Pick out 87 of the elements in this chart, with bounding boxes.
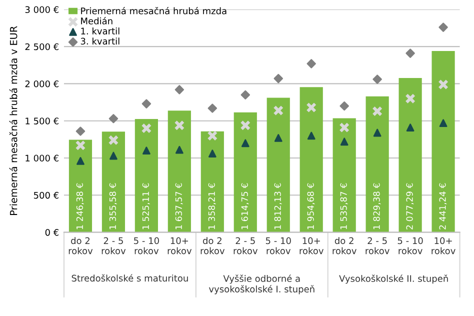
y-tick-label: 1 000 € [26, 154, 59, 162]
x-tick-label: 5 - 10 rokov [266, 237, 291, 254]
bar [200, 131, 224, 232]
x-tick-label: 2 - 5 rokov [234, 237, 258, 254]
point [274, 74, 283, 84]
x-tick-label: 5 - 10 rokov [398, 237, 423, 254]
point [76, 126, 86, 136]
point [108, 134, 119, 146]
point [406, 124, 414, 132]
point [208, 104, 218, 113]
point [274, 134, 282, 142]
bar [266, 98, 290, 232]
point [175, 146, 184, 154]
point [405, 93, 416, 104]
point [241, 139, 250, 148]
y-axis-title: Priemerná mesačná hrubá mzda v EUR [9, 26, 18, 215]
data-label: 1 954,68 € [307, 183, 315, 230]
data-label: 1 614,75 € [241, 183, 249, 230]
legend-label: 1. kvartil [81, 27, 120, 34]
data-label: 1 829,38 € [373, 183, 381, 230]
text: Vyššie odborné a vysokoškolské I. stupeň [208, 274, 314, 294]
data-label: 1 355,58 € [109, 183, 117, 230]
x-tick-label: 5 - 10 rokov [134, 237, 159, 254]
point [142, 146, 150, 155]
legend-label: Medián [81, 17, 112, 24]
point [110, 152, 118, 160]
data-label: 1 246,38 € [76, 183, 84, 230]
y-tick-label: 2 500 € [25, 43, 59, 50]
point [406, 48, 415, 58]
point [174, 85, 184, 94]
point [438, 79, 448, 90]
bar [68, 140, 92, 232]
legend-label: 3. kvartil [80, 38, 120, 45]
point [340, 138, 348, 146]
x-tick-label: 2 - 5 rokov [366, 237, 390, 254]
bar [332, 118, 356, 232]
x-tick-label: 2 - 5 rokov [102, 237, 126, 254]
y-tick-label: 3 000 € [25, 6, 59, 14]
data-label: 2 441,24 € [439, 183, 447, 230]
bar [134, 119, 158, 232]
point [372, 74, 382, 84]
text: Vysokoškolské II. stupeň [339, 274, 448, 284]
point [76, 157, 84, 165]
point [207, 130, 218, 141]
bar [432, 50, 455, 232]
x-tick-label: do 2 rokov [332, 237, 356, 254]
point [306, 102, 317, 113]
data-label: 1 525,11 € [142, 183, 150, 230]
x-tick-label: 10+ rokov [432, 237, 456, 254]
bar [102, 132, 126, 232]
data-label: 1 812,13 € [274, 183, 282, 230]
y-tick-label: 1 500 € [26, 118, 59, 124]
point [273, 105, 284, 116]
point [339, 122, 350, 133]
bar [234, 112, 257, 232]
point [141, 123, 152, 134]
x-tick-label: 10+ rokov [300, 237, 324, 254]
point [438, 22, 448, 32]
point [340, 101, 349, 111]
point [373, 128, 382, 137]
point [174, 120, 185, 131]
x-tick-label: do 2 rokov [68, 237, 93, 254]
data-label: 1 535,87 € [340, 183, 348, 230]
data-label: 1 637,57 € [175, 183, 183, 230]
bar [168, 110, 191, 232]
point [75, 140, 86, 151]
bar [300, 87, 323, 232]
point [240, 90, 250, 100]
point [439, 119, 448, 128]
point [240, 120, 251, 131]
text: Stredoškolské s maturitou [72, 274, 188, 282]
y-tick-label: 2 000 € [25, 80, 59, 88]
point [208, 150, 216, 158]
point [142, 99, 152, 108]
bar [398, 78, 422, 232]
data-label: 2 077,29 € [406, 183, 414, 230]
x-tick-label: 10+ rokov [168, 237, 192, 254]
point [108, 114, 118, 124]
point [307, 132, 316, 140]
point [372, 106, 383, 116]
y-tick-label: 500 € [34, 192, 59, 199]
point [306, 59, 316, 68]
bar [366, 96, 389, 232]
x-tick-label: do 2 rokov [200, 237, 225, 254]
y-tick-label: 0 € [45, 228, 59, 236]
legend-label: Priemerná mesačná hrubá mzda [81, 6, 226, 14]
data-label: 1 358,21 € [208, 183, 216, 230]
